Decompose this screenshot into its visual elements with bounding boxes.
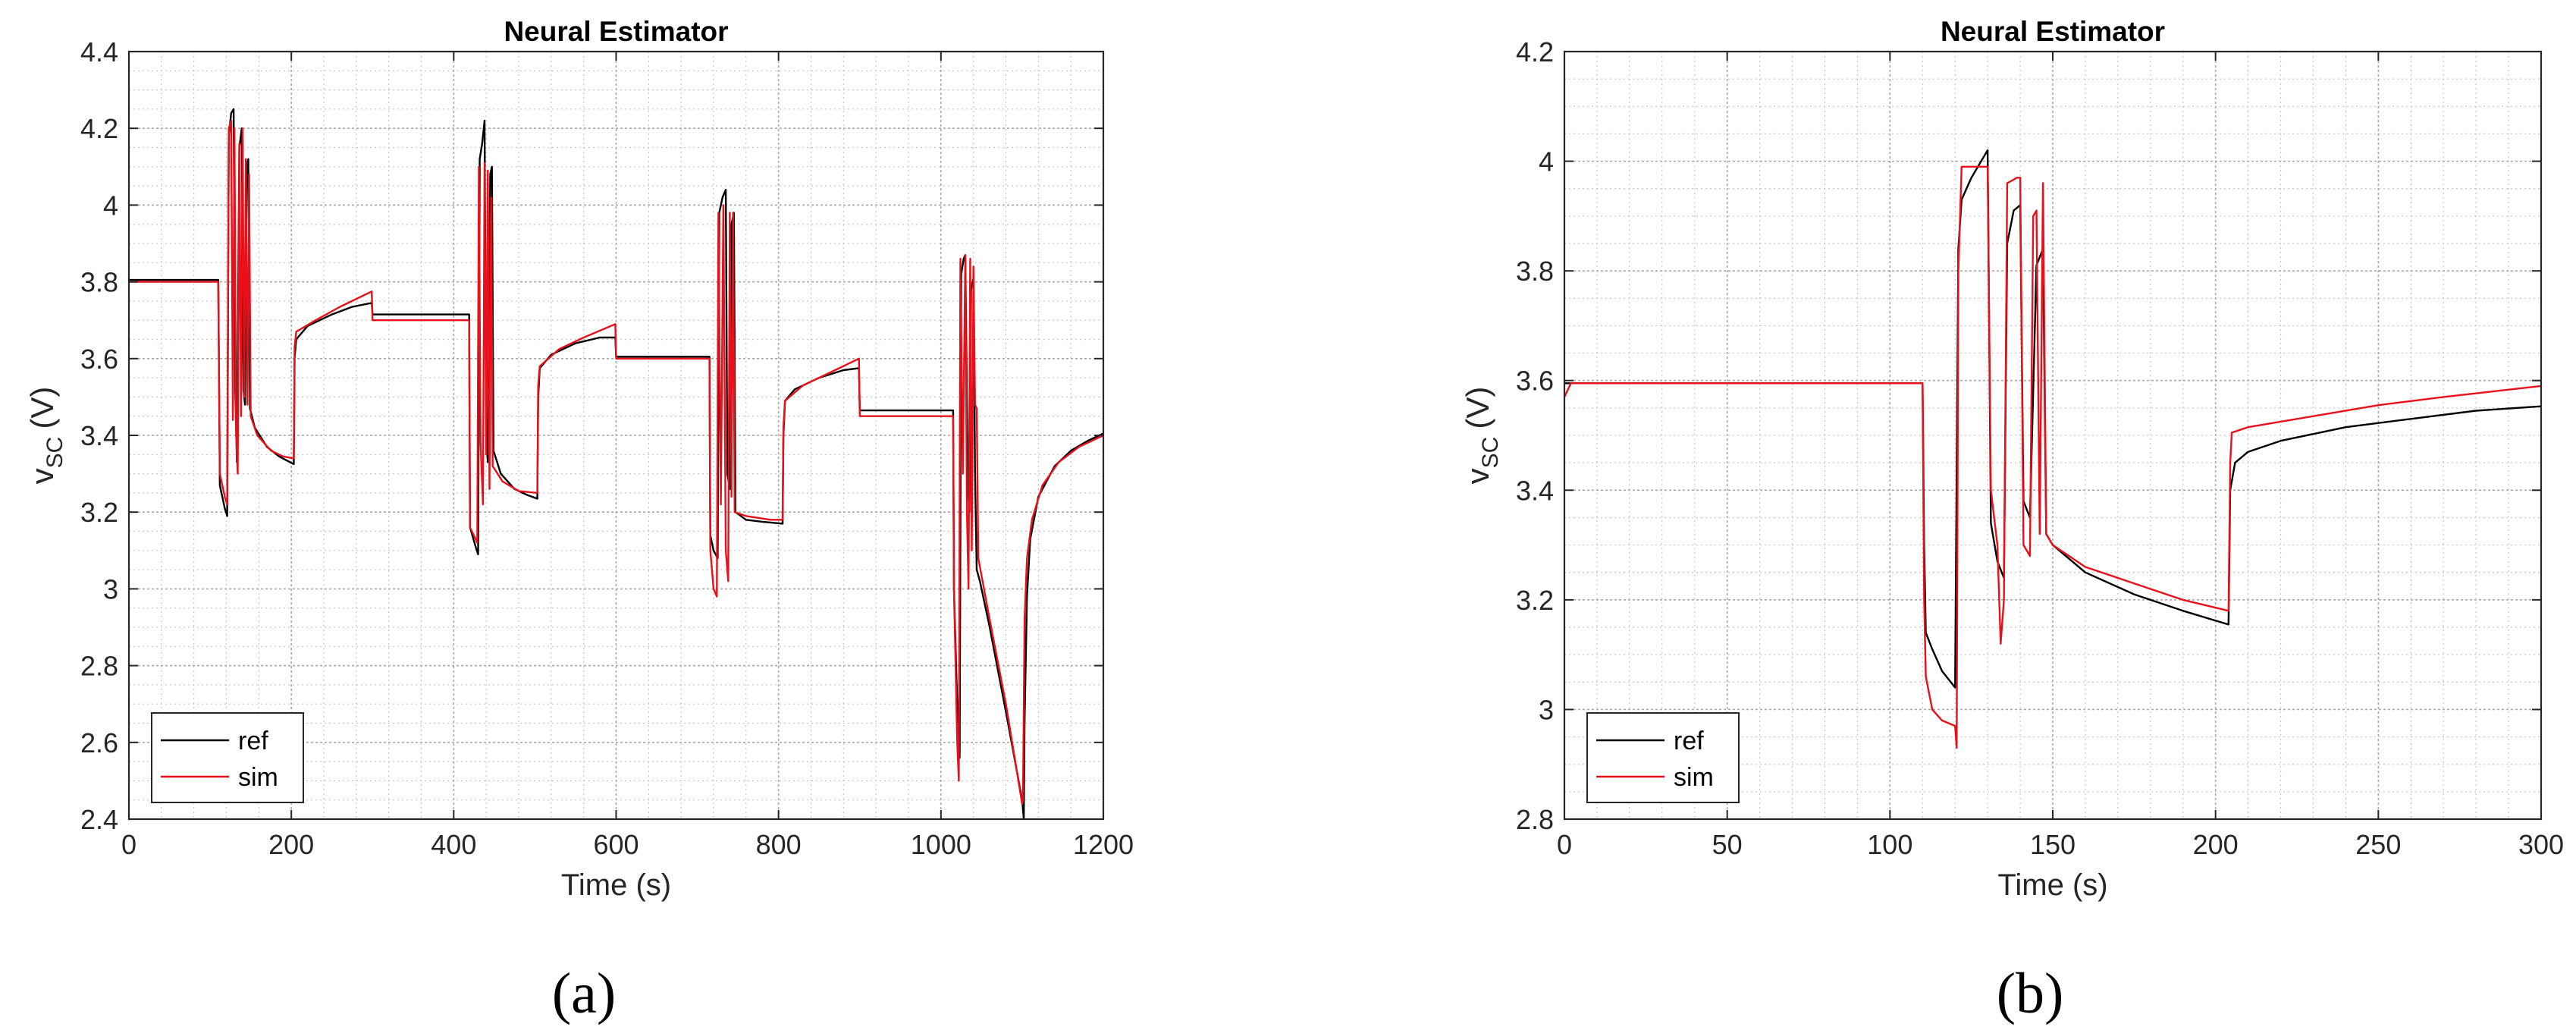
chart-title-a: Neural Estimator <box>504 16 728 47</box>
series-line-sim <box>129 119 1103 805</box>
y-tick-label: 3.4 <box>1516 475 1554 506</box>
y-tick-label: 3.2 <box>1516 585 1554 616</box>
y-tick-label: 3.6 <box>80 344 118 375</box>
x-tick-label: 400 <box>431 829 476 860</box>
y-axis-label-main-b: v <box>1460 468 1495 484</box>
y-axis-label-unit-a: (V) <box>24 387 60 429</box>
x-tick-label: 0 <box>121 829 136 860</box>
legend-label-ref: ref <box>238 727 268 755</box>
legend-label-ref: ref <box>1674 727 1704 755</box>
y-axis-label-b: vSC (V) <box>1460 387 1503 485</box>
series-group-a <box>129 108 1103 819</box>
axes-b <box>1563 50 2543 821</box>
x-tick-label: 1200 <box>1073 829 1134 860</box>
legend-b: ref sim <box>1586 712 1740 803</box>
chart-panel-a: 0 200 400 600 800 1000 1200 2.4 2.6 2.8 3 3.2 3.4 3.6… <box>24 16 1134 1025</box>
y-axis-label-main-a: v <box>24 468 60 484</box>
tick-labels-a: 0 200 400 600 800 1000 1200 2.4 2.6 2.8 3 3.2 3.4 3.6… <box>80 36 1134 860</box>
x-tick-label: 250 <box>2355 829 2401 860</box>
legend-label-sim: sim <box>238 763 278 792</box>
x-tick-label: 50 <box>1712 829 1743 860</box>
chart-panel-b: 0 50 100 150 200 250 300 2.8 3 3.2 3.4 3.6 3.8 4 4.2 N… <box>1460 16 2564 1025</box>
axes-a <box>127 50 1105 821</box>
y-tick-label: 3.6 <box>1516 366 1554 397</box>
x-tick-label: 200 <box>2193 829 2239 860</box>
y-tick-label: 2.8 <box>1516 804 1554 835</box>
series-line-sim <box>1564 165 2541 749</box>
panel-label-b: (b) <box>1997 962 2064 1025</box>
y-axis-label-unit-b: (V) <box>1460 387 1495 429</box>
tick-labels-b: 0 50 100 150 200 250 300 2.8 3 3.2 3.4 3.6 3.8 4 4.2 <box>1516 36 2564 860</box>
y-tick-label: 3.8 <box>80 267 118 298</box>
x-axis-label-a: Time (s) <box>561 868 671 902</box>
y-tick-label: 4 <box>103 190 118 221</box>
y-axis-label-sub-b: SC <box>1478 437 1503 469</box>
chart-title-b: Neural Estimator <box>1941 16 2165 47</box>
y-axis-label-a: vSC (V) <box>24 387 67 485</box>
x-tick-label: 800 <box>756 829 802 860</box>
y-tick-label: 3 <box>103 573 118 604</box>
y-tick-label: 2.6 <box>80 727 118 758</box>
x-tick-label: 600 <box>593 829 639 860</box>
y-tick-label: 3 <box>1539 694 1554 725</box>
panel-label-a: (a) <box>552 962 616 1025</box>
series-group-b <box>1564 149 2541 749</box>
x-tick-label: 0 <box>1557 829 1572 860</box>
y-tick-label: 3.8 <box>1516 256 1554 287</box>
x-tick-label: 150 <box>2030 829 2076 860</box>
x-tick-label: 200 <box>268 829 314 860</box>
y-tick-label: 4.2 <box>1516 36 1554 68</box>
y-tick-label: 2.4 <box>80 804 118 835</box>
y-tick-label: 3.2 <box>80 497 118 528</box>
y-tick-label: 4.2 <box>80 113 118 144</box>
y-tick-label: 2.8 <box>80 651 118 682</box>
y-tick-label: 4.4 <box>80 36 118 68</box>
legend-box <box>1586 712 1740 803</box>
y-tick-label: 4 <box>1539 146 1554 177</box>
x-tick-label: 300 <box>2518 829 2564 860</box>
x-tick-label: 100 <box>1867 829 1912 860</box>
x-tick-label: 1000 <box>911 829 971 860</box>
legend-a: ref sim <box>151 712 304 803</box>
legend-box <box>151 712 304 803</box>
y-axis-label-sub-a: SC <box>42 437 67 469</box>
x-axis-label-b: Time (s) <box>1997 868 2107 902</box>
y-tick-label: 3.4 <box>80 420 118 451</box>
legend-label-sim: sim <box>1674 763 1714 792</box>
